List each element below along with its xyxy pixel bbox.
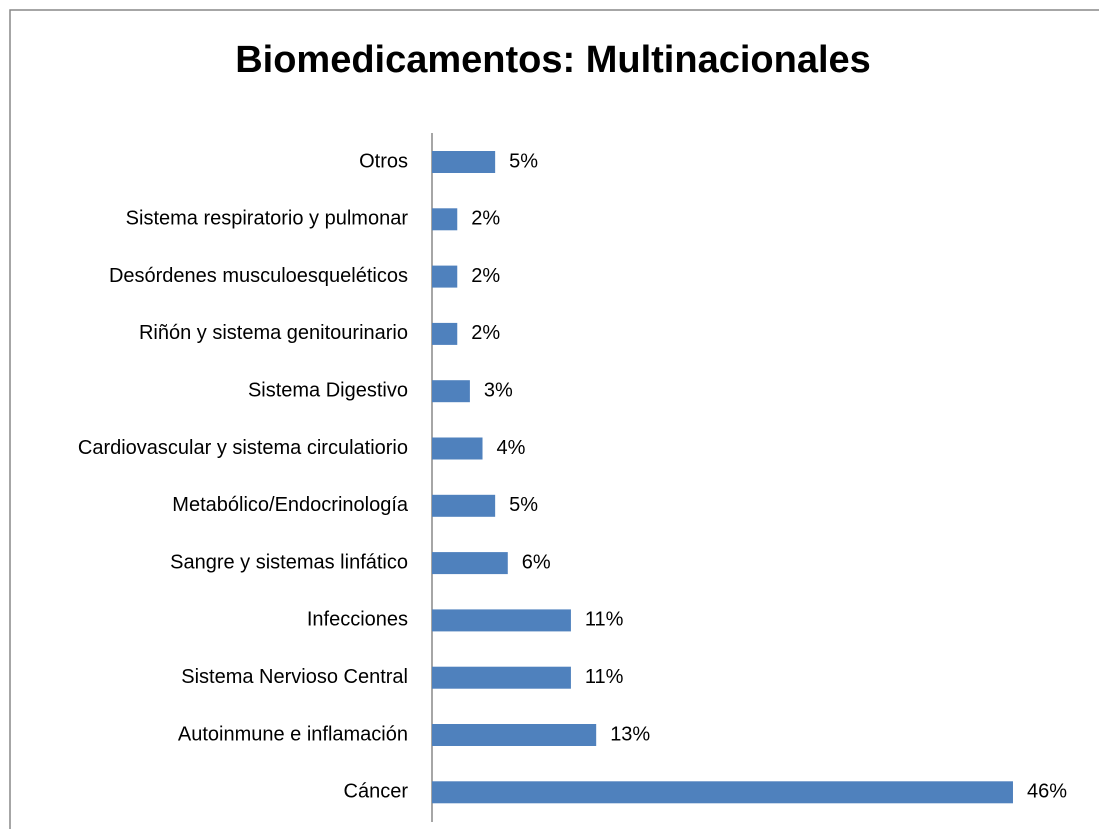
- y-tick-label: Sangre y sistemas linfático: [170, 551, 408, 573]
- bar: [432, 322, 458, 345]
- bar: [432, 781, 1013, 804]
- y-tick-label: Cáncer: [344, 781, 409, 803]
- data-label: 2%: [471, 322, 500, 344]
- chart-title: Biomedicamentos: Multinacionales: [235, 39, 871, 81]
- bar: [432, 437, 483, 460]
- data-label: 46%: [1027, 781, 1067, 803]
- data-label: 5%: [509, 150, 538, 172]
- data-label: 2%: [471, 265, 500, 287]
- y-tick-label: Sistema Digestivo: [248, 379, 408, 401]
- data-label: 2%: [471, 208, 500, 230]
- data-label: 13%: [610, 723, 650, 745]
- y-tick-label: Desórdenes musculoesqueléticos: [109, 265, 408, 287]
- y-tick-label: Sistema respiratorio y pulmonar: [126, 208, 409, 230]
- data-label: 5%: [509, 494, 538, 516]
- y-tick-label: Otros: [359, 150, 408, 172]
- bar: [432, 552, 508, 575]
- bar: [432, 494, 496, 517]
- chart-frame: [9, 9, 1099, 829]
- bar: [432, 151, 496, 173]
- y-tick-label: Sistema Nervioso Central: [181, 666, 408, 688]
- bar: [432, 380, 470, 403]
- data-label: 4%: [497, 437, 526, 459]
- bar: [432, 724, 597, 746]
- bar: [432, 208, 458, 231]
- y-tick-label: Autoinmune e inflamación: [178, 723, 408, 745]
- bar: [432, 609, 571, 632]
- y-tick-label: Metabólico/Endocrinología: [172, 494, 409, 516]
- data-label: 11%: [585, 609, 624, 631]
- bar: [432, 265, 458, 288]
- y-tick-label: Riñón y sistema genitourinario: [139, 322, 408, 344]
- y-tick-label: Cardiovascular y sistema circulatiorio: [78, 437, 408, 459]
- y-tick-label: Infecciones: [307, 609, 408, 631]
- data-label: 6%: [522, 551, 551, 573]
- data-label: 11%: [585, 666, 624, 688]
- data-label: 3%: [484, 379, 513, 401]
- bar: [432, 666, 571, 689]
